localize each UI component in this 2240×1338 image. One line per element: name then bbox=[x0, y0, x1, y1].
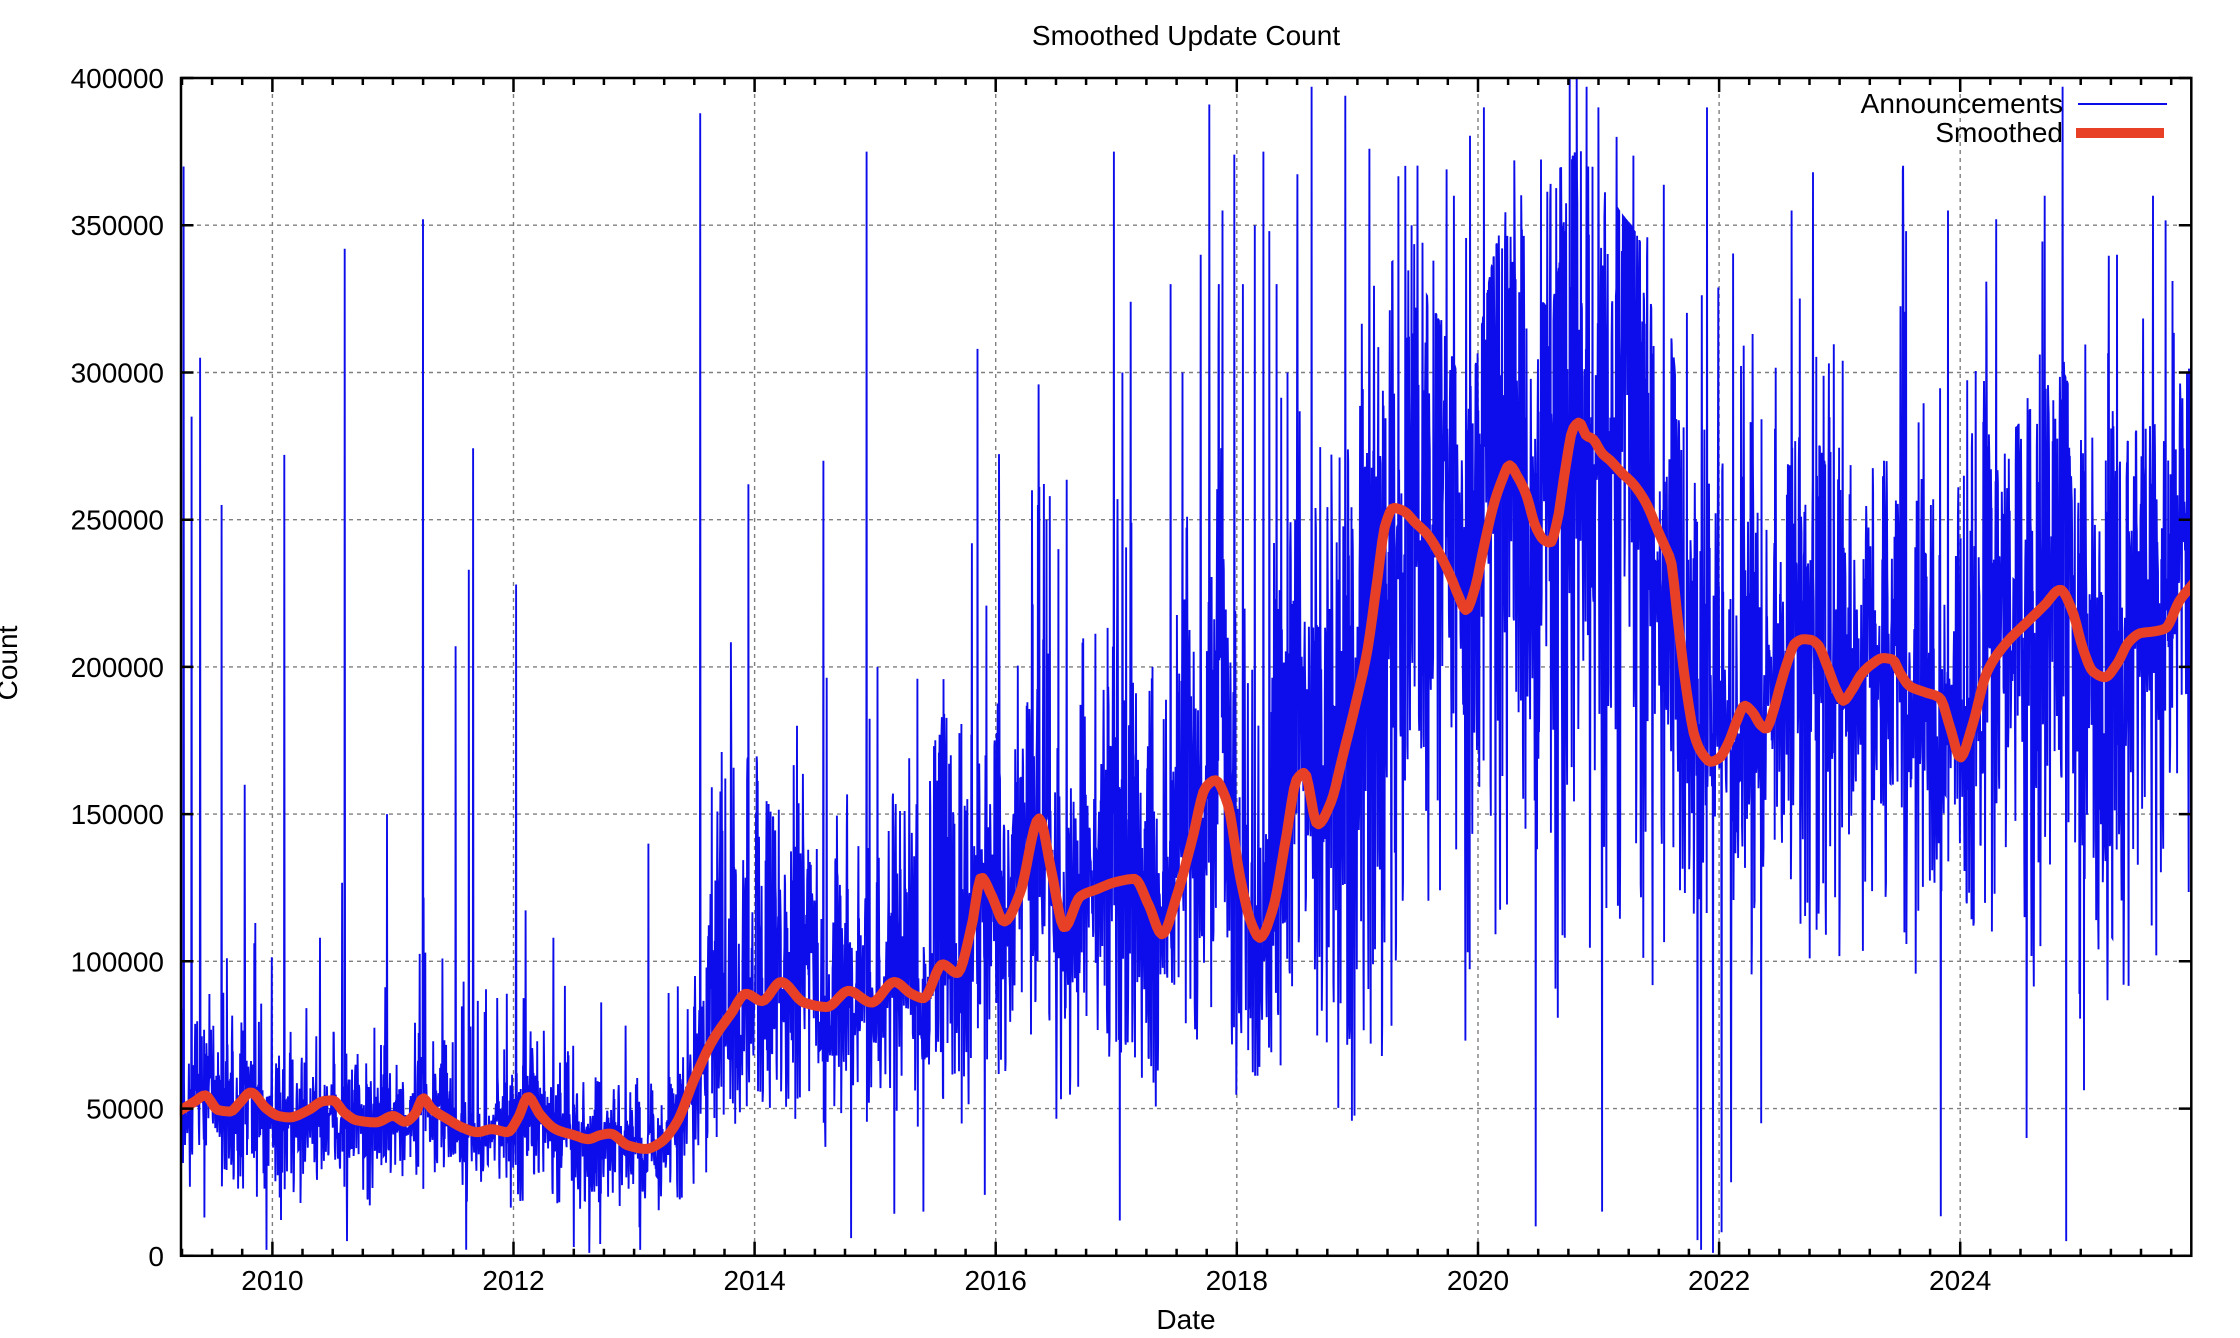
svg-text:Count: Count bbox=[0, 625, 23, 700]
svg-text:250000: 250000 bbox=[71, 505, 164, 536]
svg-text:100000: 100000 bbox=[71, 946, 164, 977]
svg-text:350000: 350000 bbox=[71, 210, 164, 241]
svg-text:Announcements: Announcements bbox=[1861, 88, 2063, 119]
svg-text:2022: 2022 bbox=[1688, 1265, 1750, 1296]
svg-text:Date: Date bbox=[1156, 1304, 1215, 1333]
svg-text:0: 0 bbox=[148, 1241, 164, 1272]
svg-text:300000: 300000 bbox=[71, 358, 164, 389]
svg-text:2024: 2024 bbox=[1929, 1265, 1991, 1296]
svg-text:2010: 2010 bbox=[241, 1265, 303, 1296]
svg-text:2018: 2018 bbox=[1206, 1265, 1268, 1296]
svg-text:150000: 150000 bbox=[71, 799, 164, 830]
svg-text:2016: 2016 bbox=[965, 1265, 1027, 1296]
svg-text:2012: 2012 bbox=[482, 1265, 544, 1296]
svg-text:Smoothed: Smoothed bbox=[1935, 117, 2063, 148]
svg-text:Smoothed Update Count: Smoothed Update Count bbox=[1032, 20, 1340, 51]
svg-text:400000: 400000 bbox=[71, 63, 164, 94]
svg-text:2020: 2020 bbox=[1447, 1265, 1509, 1296]
svg-text:50000: 50000 bbox=[86, 1094, 164, 1125]
svg-text:2014: 2014 bbox=[723, 1265, 785, 1296]
svg-text:200000: 200000 bbox=[71, 652, 164, 683]
